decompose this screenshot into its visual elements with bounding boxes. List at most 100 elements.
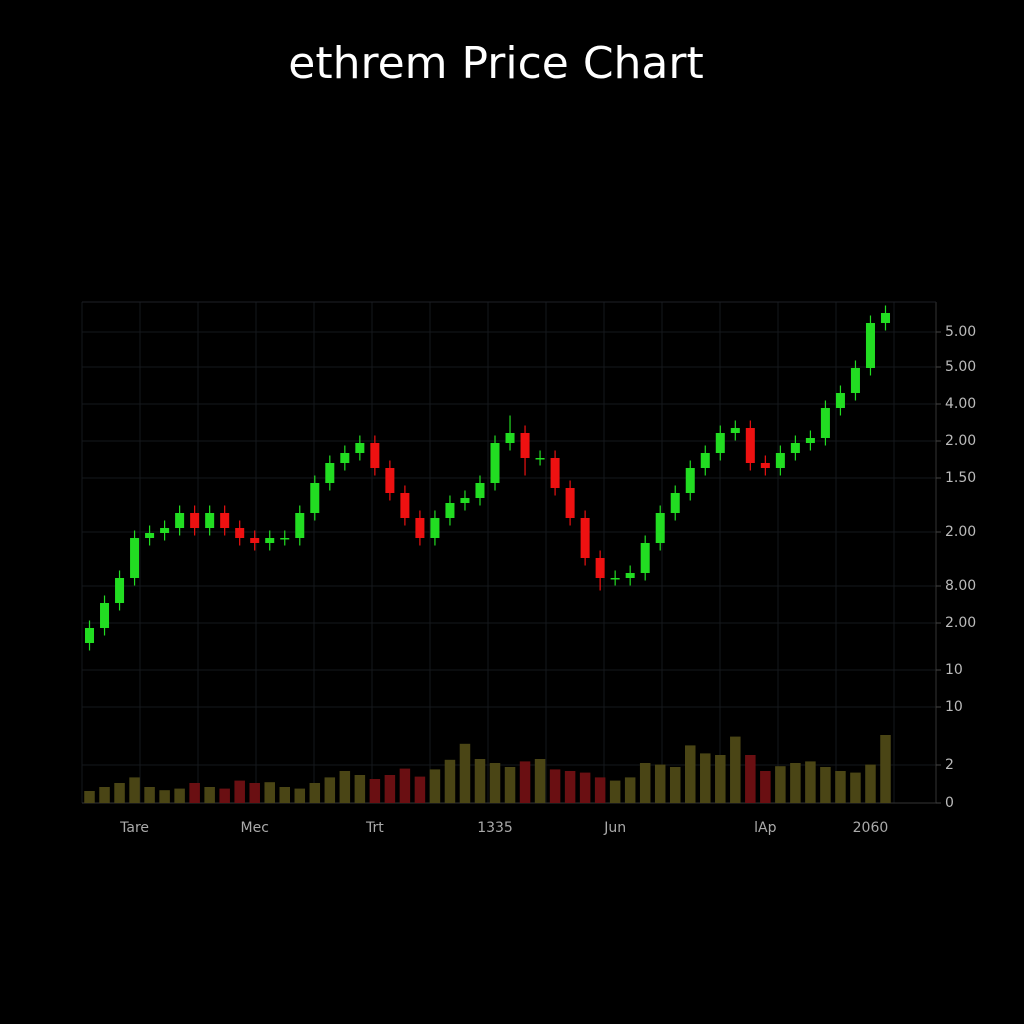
y-tick-label: 2 <box>945 757 954 773</box>
volume-bar <box>609 780 621 803</box>
candle-body <box>340 453 350 463</box>
candle-body <box>490 443 500 483</box>
candle-body <box>85 628 95 643</box>
candle-body <box>430 518 440 538</box>
volume-bar <box>399 768 411 803</box>
candle-body <box>370 443 380 468</box>
candle-body <box>250 538 260 543</box>
volume-bar <box>745 755 756 803</box>
candle-body <box>175 513 185 528</box>
volume-bar <box>189 783 200 803</box>
volume-bar <box>760 771 771 803</box>
candle-body <box>190 513 200 528</box>
candle-body <box>460 498 470 503</box>
volume-bar <box>444 759 456 803</box>
candle-body <box>655 513 665 543</box>
candle-body <box>145 533 155 538</box>
candle-body <box>325 463 335 483</box>
volume-bar <box>144 787 155 803</box>
volume-bar <box>504 767 516 803</box>
candle-body <box>670 493 680 513</box>
volume-bar <box>489 763 501 803</box>
candle-body <box>520 433 530 458</box>
volume-bar <box>835 771 846 803</box>
y-tick-label: 0 <box>945 795 954 811</box>
volume-bar <box>159 790 170 803</box>
volume-bar <box>564 771 576 803</box>
candle-body <box>700 453 710 468</box>
volume-bar <box>715 755 726 803</box>
x-tick-label: lAp <box>754 820 776 836</box>
candle-body <box>400 493 410 518</box>
candle-body <box>625 573 635 578</box>
candle-body <box>835 393 845 408</box>
candle-body <box>505 433 515 443</box>
volume-bar <box>429 769 441 803</box>
candle-body <box>580 518 590 558</box>
volume-bar <box>369 779 381 803</box>
candle-body <box>220 513 230 528</box>
candle-body <box>640 543 650 573</box>
candle-body <box>280 538 290 540</box>
y-tick-label: 4.00 <box>945 396 976 412</box>
y-tick-label: 5.00 <box>945 324 976 340</box>
candle-body <box>790 443 800 453</box>
volume-bar <box>639 763 651 803</box>
y-tick-label: 2.00 <box>945 524 976 540</box>
candle-body <box>160 528 170 533</box>
volume-bar <box>204 787 215 803</box>
x-tick-label: Trt <box>365 820 384 836</box>
volume-bar <box>99 787 110 803</box>
x-tick-label: Tare <box>119 820 149 836</box>
candle-body <box>715 433 725 453</box>
candle-body <box>610 578 620 580</box>
volume-bar <box>850 772 861 803</box>
x-tick-label: Jun <box>603 820 626 836</box>
y-tick-label: 8.00 <box>945 578 976 594</box>
y-tick-label: 10 <box>945 699 963 715</box>
volume-bar <box>279 787 291 803</box>
y-tick-label: 1.50 <box>945 470 976 486</box>
candle-body <box>415 518 425 538</box>
volume-bar <box>820 767 831 803</box>
volume-bar <box>624 777 636 803</box>
candle-body <box>355 443 365 453</box>
volume-bar <box>700 753 711 803</box>
volume-bar <box>865 764 876 803</box>
candle-body <box>265 538 275 543</box>
volume-bar <box>459 743 471 803</box>
candle-body <box>100 603 110 628</box>
volume-bar <box>174 788 185 803</box>
volume-bar <box>309 783 321 803</box>
candle-body <box>115 578 125 603</box>
candle-body <box>295 513 305 538</box>
volume-bar <box>249 783 260 803</box>
candle-body <box>850 368 860 393</box>
volume-bar <box>294 788 306 803</box>
candle-body <box>445 503 455 518</box>
volume-bar <box>339 771 351 803</box>
x-tick-label: Mec <box>241 820 269 836</box>
candle-body <box>880 313 890 323</box>
volume-bar <box>594 777 606 803</box>
candle-body <box>535 458 545 460</box>
candle-body <box>475 483 485 498</box>
volume-bar <box>684 745 696 803</box>
candle-body <box>760 463 770 468</box>
volume-bar <box>384 775 396 803</box>
volume-bar <box>775 766 786 803</box>
volume-bar <box>264 782 275 803</box>
volume-bar <box>519 761 531 803</box>
volume-bar <box>414 776 426 803</box>
volume-bar <box>880 735 891 803</box>
candle-body <box>205 513 215 528</box>
candle-body <box>235 528 245 538</box>
chart-title: ethrem Price Chart <box>288 38 704 89</box>
x-tick-label: 1335 <box>477 820 513 836</box>
y-tick-label: 2.00 <box>945 433 976 449</box>
volume-bar <box>790 763 801 803</box>
candle-body <box>775 453 785 468</box>
y-tick-label: 10 <box>945 662 963 678</box>
